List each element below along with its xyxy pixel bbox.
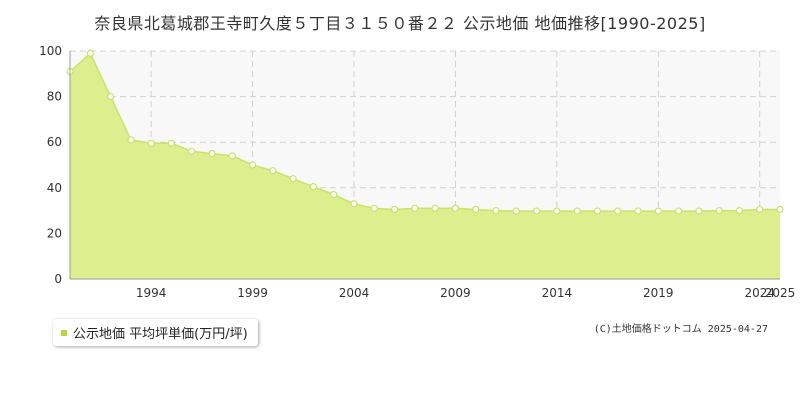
x-tick-label: 2025 (765, 286, 796, 300)
data-point (695, 207, 703, 215)
data-point (248, 161, 257, 169)
data-point (208, 150, 216, 158)
x-tick-label: 2024 (744, 286, 775, 300)
data-point (289, 175, 297, 183)
legend-label: 公示地価 平均坪単価(万円/坪) (73, 327, 248, 342)
data-point (593, 207, 602, 215)
data-point (431, 204, 439, 212)
data-point (309, 183, 318, 191)
y-tick-label: 40 (47, 181, 62, 195)
data-point (654, 207, 662, 215)
y-tick-label: 100 (39, 44, 62, 58)
data-point (512, 207, 520, 215)
series-markers (66, 49, 784, 215)
data-point (573, 207, 581, 215)
data-point (188, 147, 196, 155)
data-point (472, 205, 480, 214)
series-area (70, 53, 780, 279)
data-point (167, 139, 176, 147)
data-point (451, 204, 460, 212)
chart-title: 奈良県北葛城郡王寺町久度５丁目３１５０番２２ 公示地価 地価推移[1990-20… (94, 14, 706, 33)
data-point (614, 207, 622, 215)
y-tick-label: 20 (47, 226, 62, 240)
x-tick-label: 2004 (339, 286, 370, 300)
y-tick-labels: 0 20 40 60 80 100 (39, 44, 62, 286)
data-point (127, 136, 135, 144)
copyright-text: (C)土地価格ドットコム 2025-04-27 (593, 324, 768, 335)
x-tick-label: 1999 (237, 286, 268, 300)
data-point (106, 92, 115, 101)
data-point (715, 207, 723, 215)
data-point (370, 204, 378, 212)
data-point (147, 139, 155, 147)
data-point (86, 49, 94, 57)
data-point (269, 167, 277, 175)
x-tick-label: 2014 (542, 286, 573, 300)
data-point (492, 207, 500, 215)
y-tick-label: 0 (54, 272, 62, 286)
data-point (553, 207, 561, 215)
legend-marker (61, 329, 67, 336)
x-tick-label: 1994 (136, 286, 167, 300)
x-tick-label: 2009 (440, 286, 471, 300)
data-point (411, 204, 419, 212)
data-point (390, 205, 399, 214)
y-tick-label: 80 (47, 90, 62, 104)
data-point (228, 152, 236, 160)
legend[interactable]: 公示地価 平均坪単価(万円/坪) (53, 319, 258, 346)
data-point (634, 207, 642, 215)
data-point (350, 200, 358, 208)
x-tick-label: 2019 (643, 286, 674, 300)
data-point (532, 207, 541, 215)
data-point (330, 191, 338, 199)
data-point (735, 207, 744, 215)
data-point (756, 205, 764, 214)
data-point (776, 205, 784, 214)
data-point (674, 207, 683, 215)
y-tick-label: 60 (47, 135, 62, 149)
